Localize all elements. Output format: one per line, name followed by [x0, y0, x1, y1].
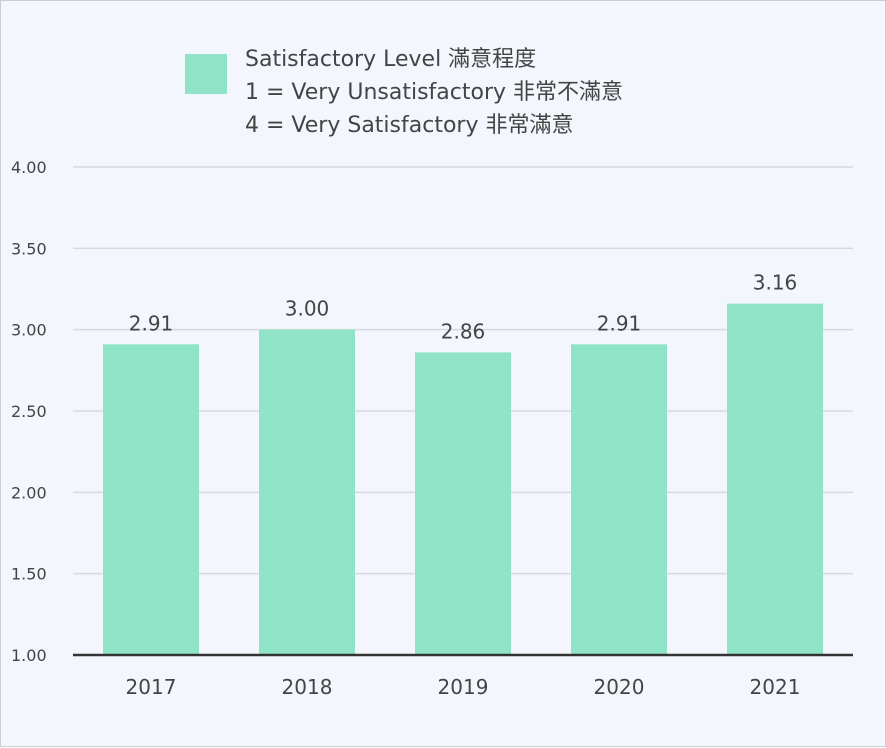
x-tick-label: 2017: [126, 675, 177, 699]
y-tick-label: 4.00: [11, 158, 47, 177]
data-label: 3.00: [285, 297, 330, 321]
bar-2019: [415, 352, 511, 655]
legend: Satisfactory Level 滿意程度 1 = Very Unsatis…: [185, 47, 623, 138]
x-tick-label: 2021: [750, 675, 801, 699]
data-label: 3.16: [753, 271, 798, 295]
y-tick-label: 1.00: [11, 646, 47, 665]
bar-2017: [103, 344, 199, 655]
y-tick-label: 1.50: [11, 565, 47, 584]
bar-2020: [571, 344, 667, 655]
data-label: 2.86: [441, 319, 486, 343]
y-tick-label: 2.00: [11, 483, 47, 502]
x-tick-label: 2020: [594, 675, 645, 699]
legend-series-name: Satisfactory Level 滿意程度: [245, 47, 536, 72]
bar-2021: [727, 303, 823, 655]
x-tick-label: 2019: [438, 675, 489, 699]
legend-note-max: 4 = Very Satisfactory 非常滿意: [245, 113, 573, 138]
legend-swatch: [185, 54, 227, 94]
data-label: 2.91: [597, 311, 642, 335]
y-tick-label: 3.00: [11, 321, 47, 340]
x-tick-label: 2018: [282, 675, 333, 699]
y-tick-label: 3.50: [11, 239, 47, 258]
bar-2018: [259, 329, 355, 655]
legend-note-min: 1 = Very Unsatisfactory 非常不滿意: [245, 80, 623, 105]
data-label: 2.91: [129, 311, 174, 335]
y-tick-label: 2.50: [11, 402, 47, 421]
